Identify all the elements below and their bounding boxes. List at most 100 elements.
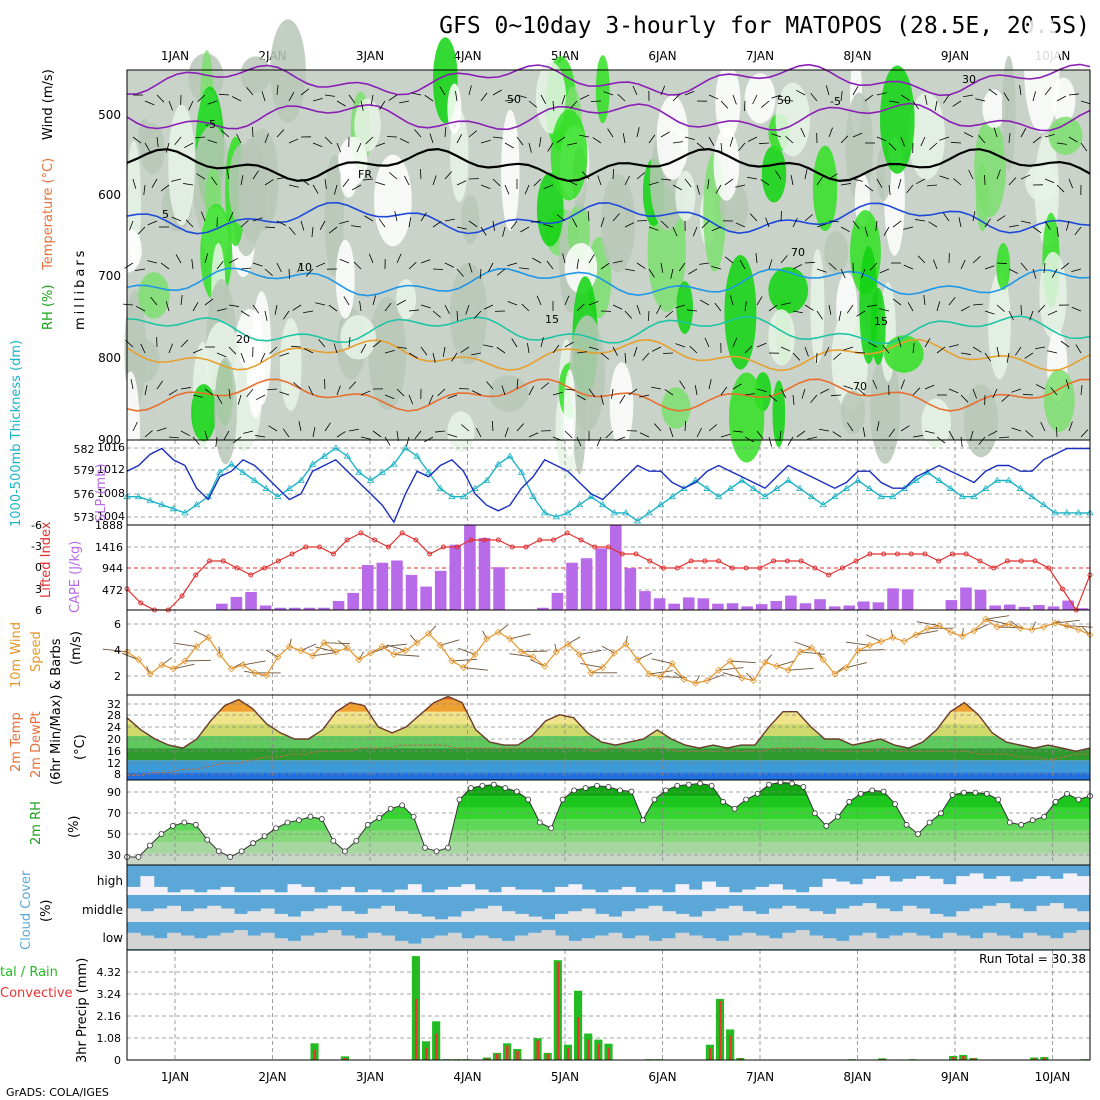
wind-barb: [242, 660, 266, 666]
cloud-cell: [876, 876, 890, 895]
cape-bar: [653, 598, 666, 610]
wind-barb: [735, 184, 746, 188]
wind-barb: [571, 217, 578, 228]
wind-barb: [297, 262, 302, 273]
rh-marker: [983, 790, 990, 797]
wind-barb: [501, 385, 506, 396]
wind-barb: [876, 136, 887, 142]
wind-speed-marker: [726, 657, 734, 665]
bottom-date-label: 1JAN: [161, 1070, 189, 1084]
li-marker: [812, 565, 818, 571]
cloud-cell: [956, 876, 971, 895]
wind-barb: [183, 142, 194, 149]
cape-bar: [361, 564, 374, 610]
wind-barb: [399, 100, 410, 104]
wind-barb: [607, 128, 614, 138]
wind10-label-d: (m/s): [69, 631, 84, 665]
wind-barb: [240, 352, 245, 363]
wind-barb: [714, 302, 722, 312]
thickness-marker: [192, 500, 201, 508]
rh-marker: [995, 796, 1002, 803]
wind-speed-marker: [575, 650, 584, 659]
wind-barb: [564, 430, 573, 439]
rh-marker: [273, 825, 279, 832]
wind-barb: [375, 142, 386, 147]
li-marker: [234, 565, 240, 571]
li-marker: [537, 537, 543, 543]
wind-barb: [838, 310, 842, 321]
rh-marker: [628, 788, 635, 795]
wind-barb: [662, 352, 674, 354]
cloud-cell: [180, 911, 195, 922]
wind-barb: [240, 310, 250, 317]
wind-barb: [543, 184, 554, 189]
wind-barb: [451, 352, 458, 362]
thickness-marker: [854, 476, 862, 483]
li-marker: [550, 537, 556, 543]
rh-shading: [600, 173, 636, 273]
cloud-cell: [314, 892, 329, 895]
precip-convective-bar: [952, 1056, 955, 1060]
li-marker: [564, 530, 570, 536]
temp2m-label-d: (°C): [73, 734, 88, 760]
wind-tick: 2: [114, 670, 121, 683]
wind-barb: [1060, 262, 1070, 270]
wind-barb: [701, 220, 710, 229]
wind-barb: [872, 379, 878, 390]
temperature-contour: [126, 267, 1091, 297]
wind-barb: [171, 216, 182, 222]
precip-convective-bar: [1043, 1057, 1046, 1060]
wind-barb: [816, 223, 827, 228]
wind-barb: [444, 127, 447, 138]
wind-barb: [324, 422, 331, 432]
wind-barb: [216, 260, 224, 270]
wind-barb: [396, 253, 402, 264]
wind-barb: [907, 302, 914, 312]
cloud-cell: [207, 905, 222, 922]
wind-barb: [228, 388, 231, 399]
cloud-cell: [715, 886, 730, 895]
li-marker: [798, 558, 804, 564]
wind-barb: [984, 310, 995, 315]
wind-barb: [215, 436, 218, 447]
wind-barb: [1051, 268, 1058, 278]
rh-shading: [138, 272, 170, 319]
rh-marker: [651, 796, 658, 803]
wind-barb: [942, 212, 950, 222]
wind-speed-marker: [935, 622, 943, 630]
thickness-marker: [1074, 509, 1083, 516]
rh-shading: [191, 384, 217, 442]
cloud-cell: [809, 935, 823, 949]
cape-bar: [712, 603, 724, 610]
wind-barb: [732, 94, 737, 105]
wind-speed-marker: [367, 649, 375, 657]
wind-barb: [288, 184, 299, 188]
cloud-cell: [688, 935, 703, 949]
wind-barb: [447, 433, 458, 438]
wind-barb: [900, 94, 910, 101]
li-marker: [220, 558, 226, 564]
cape-bar: [858, 601, 870, 610]
wind-barb: [334, 184, 338, 195]
wind-barb: [912, 343, 915, 354]
top-date-label: 4JAN: [453, 49, 481, 63]
wind-barb: [324, 136, 333, 145]
cloud-cell: [969, 908, 984, 922]
li-marker: [495, 537, 501, 543]
cloud-cell: [755, 886, 770, 895]
wind-barb: [720, 142, 723, 153]
wind-barb: [792, 264, 803, 270]
wind-barb: [336, 431, 346, 438]
wind-barb: [411, 92, 422, 96]
rh-shading: [126, 339, 160, 383]
thickness-marker: [773, 484, 781, 491]
temp-bands: [127, 696, 1090, 780]
cloud-cell: [1049, 938, 1064, 949]
wind-barb: [832, 431, 842, 438]
wind-speed-marker: [483, 635, 491, 643]
wind-barb: [102, 648, 128, 653]
wind-speed-marker: [169, 665, 177, 673]
li-marker: [619, 551, 625, 557]
wind10m-panel: 642: [102, 609, 1094, 696]
li-marker: [826, 572, 832, 578]
